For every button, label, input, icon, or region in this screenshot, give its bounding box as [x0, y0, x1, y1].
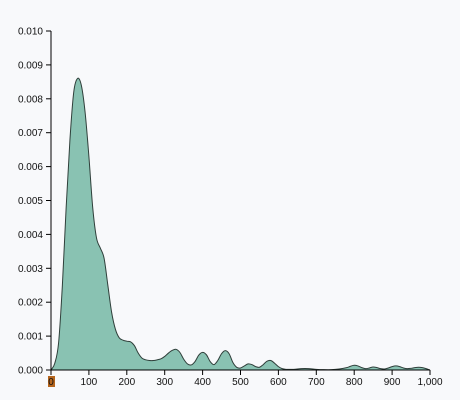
y-tick-label: 0.004: [18, 230, 43, 241]
density-line-0: [50, 77, 431, 371]
x-tick-label: 600: [270, 377, 287, 388]
density-area-0: [51, 78, 430, 371]
x-tick-label: 500: [232, 377, 249, 388]
x-tick-label: 300: [156, 377, 173, 388]
x-tick-label: 400: [194, 377, 211, 388]
y-tick-label: 0.001: [18, 332, 43, 343]
y-tick-label: 0.008: [18, 94, 43, 105]
y-tick-label: 0.000: [18, 366, 43, 377]
x-tick-label: 1,000: [417, 377, 442, 388]
x-tick-label: 100: [81, 377, 98, 388]
x-tick-highlight: [48, 376, 55, 387]
y-tick-label: 0.007: [18, 128, 43, 139]
y-tick-label: 0.002: [18, 298, 43, 309]
x-tick-label: 200: [118, 377, 135, 388]
x-tick-label: 900: [384, 377, 401, 388]
x-axis: 0 100 200 300 400 500 600 700 800 900 1,000: [48, 369, 443, 388]
y-tick-label: 0.010: [18, 27, 43, 38]
y-tick-label: 0.009: [18, 60, 43, 71]
y-tick-label: 0.005: [18, 196, 43, 207]
y-tick-label: 0.003: [18, 264, 43, 275]
x-tick-label: 700: [308, 377, 325, 388]
y-tick-label: 0.006: [18, 162, 43, 173]
y-axis: 0.000 0.001 0.002 0.003 0.004 0.005 0.006 0.007…: [18, 27, 52, 377]
x-tick-label: 0: [48, 377, 54, 388]
x-tick-label: 800: [346, 377, 363, 388]
plot-area: [50, 77, 431, 371]
